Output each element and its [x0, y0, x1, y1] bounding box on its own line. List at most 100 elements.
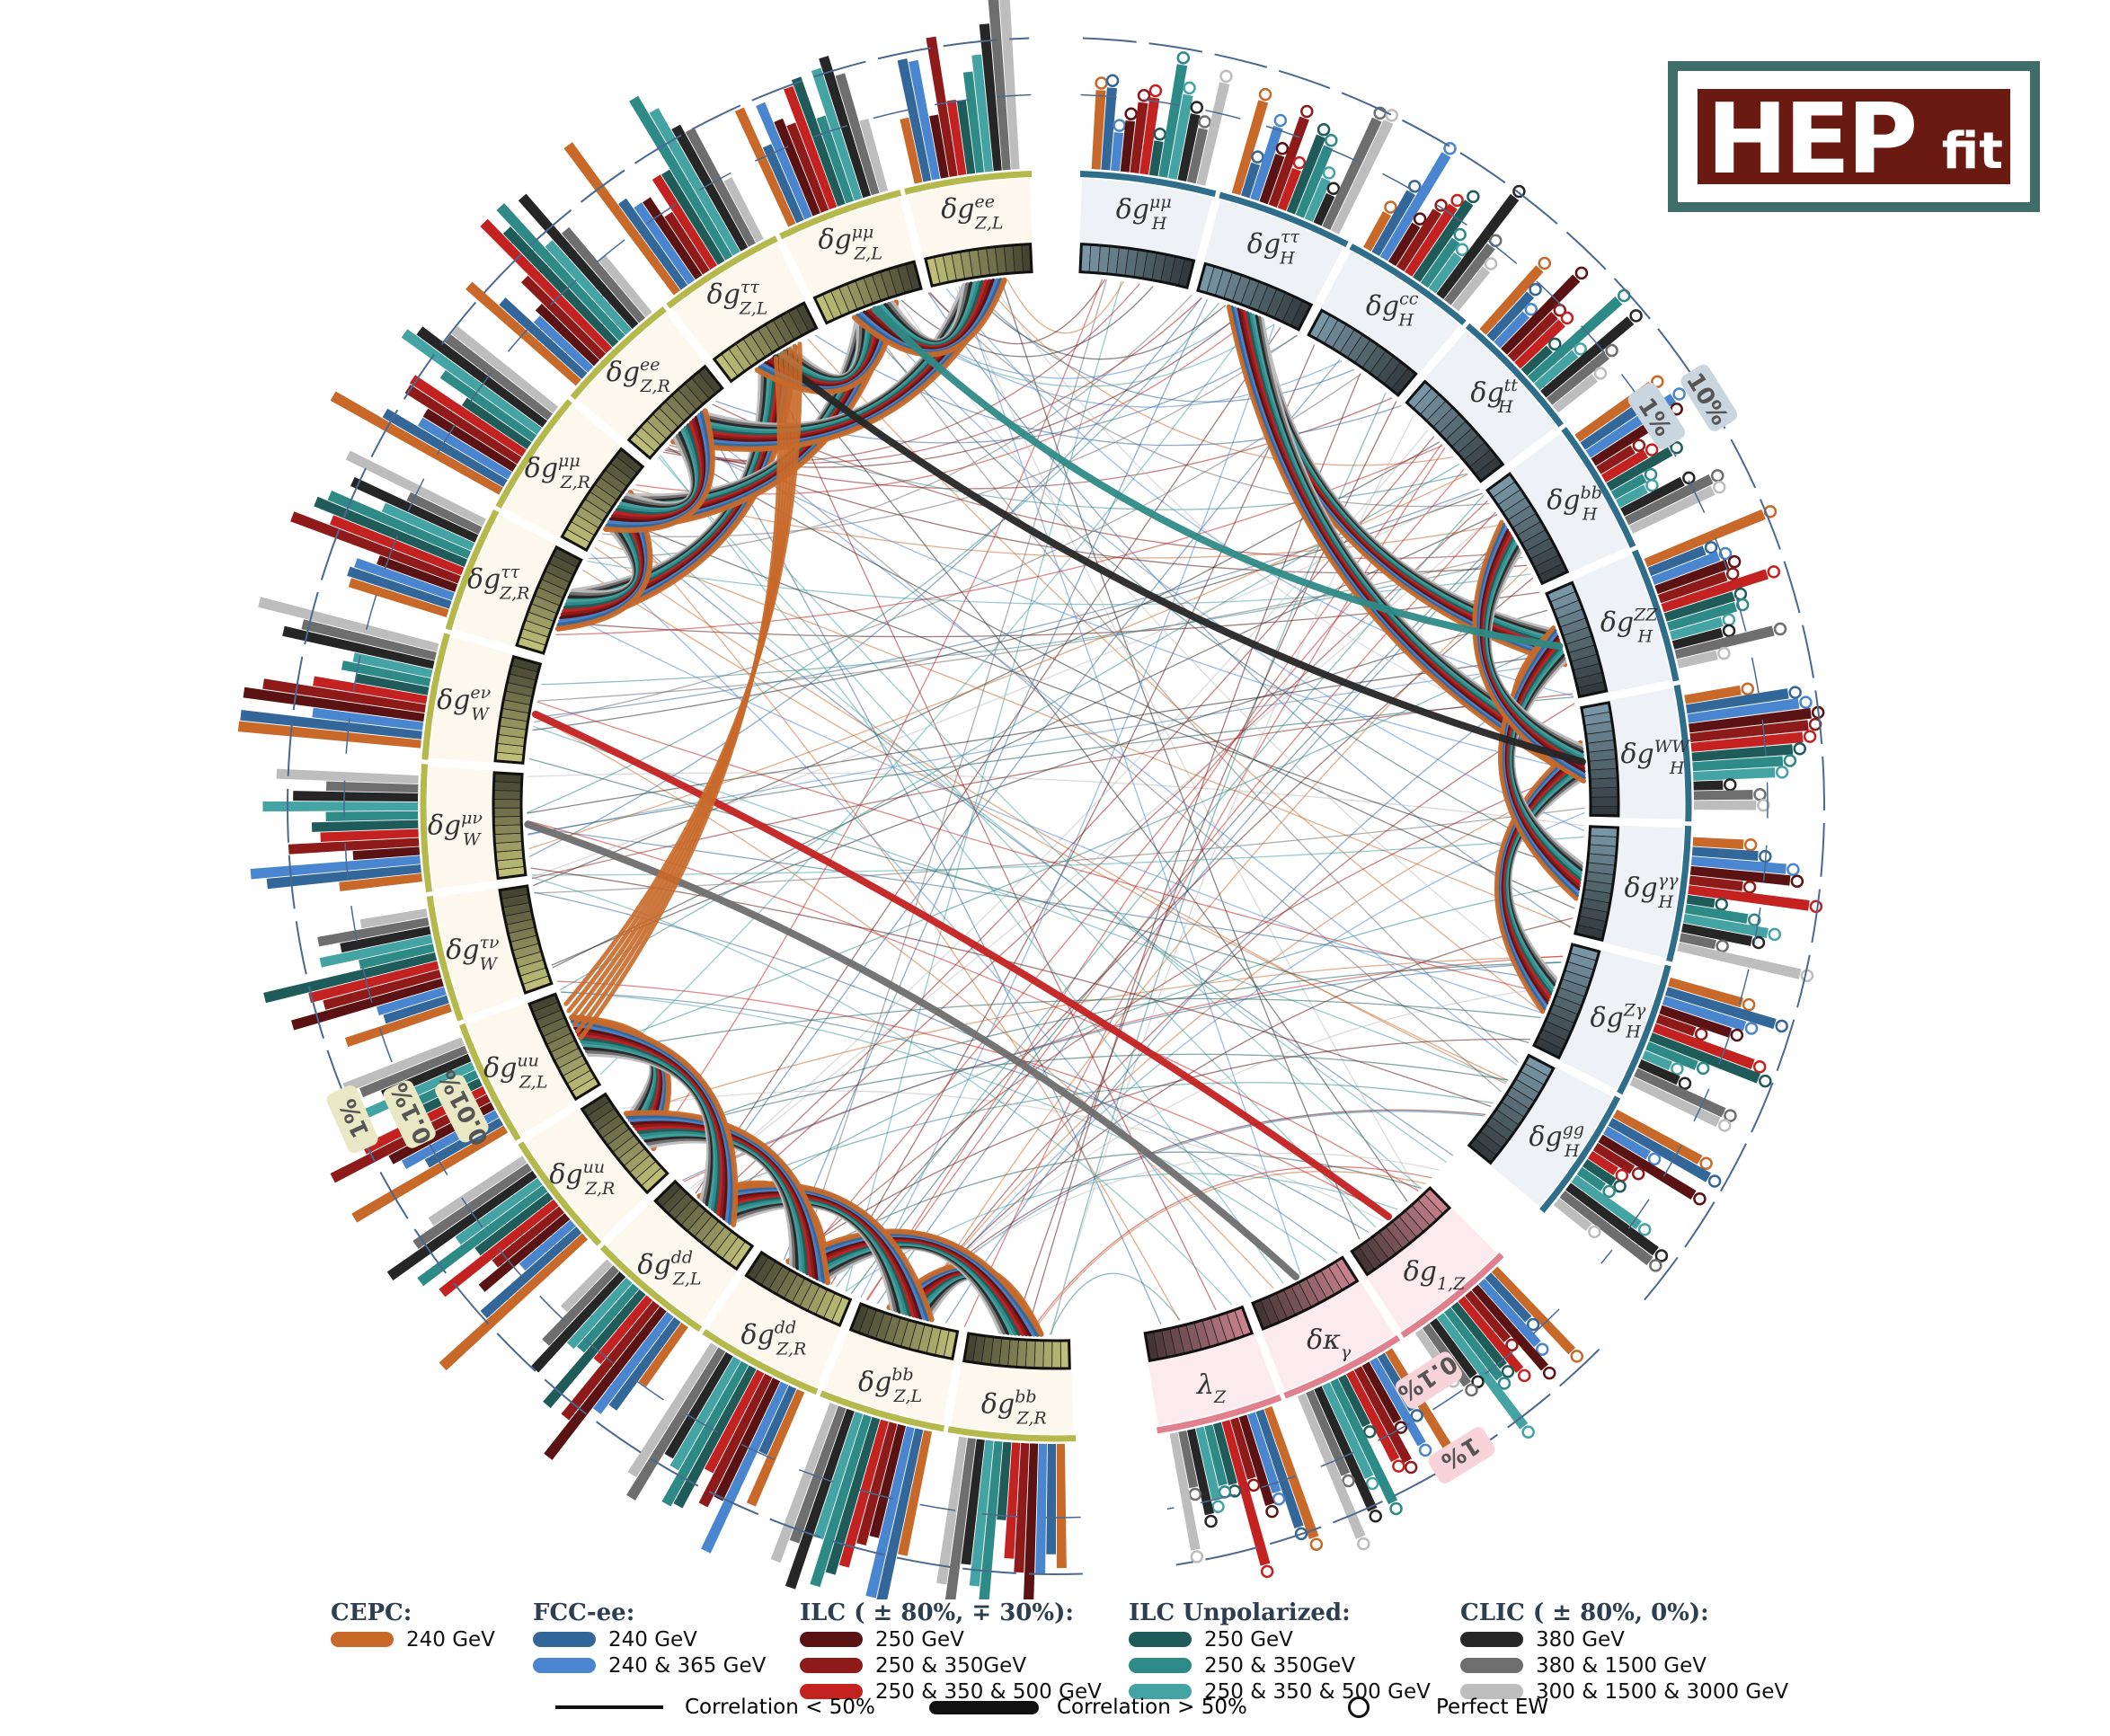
- perfect-ew-marker: [1790, 874, 1804, 889]
- chord: [528, 757, 1529, 1044]
- chord: [590, 554, 1252, 1298]
- chord: [862, 314, 1519, 1063]
- coefficient-box-frame: [1196, 261, 1314, 332]
- bar-higgs: [1479, 265, 1544, 335]
- chord: [910, 811, 1585, 1315]
- bar-ew: [979, 23, 1002, 172]
- coefficient-box: [492, 781, 522, 792]
- bar-tgc: [1195, 1426, 1221, 1501]
- chord: [530, 867, 1492, 1107]
- perfect-ew-marker: [1593, 367, 1608, 380]
- perfect-ew-marker: [1722, 624, 1736, 638]
- sector-label: δgμμ Z,L: [818, 222, 882, 263]
- sector-label: δgμμ Z,R: [525, 451, 590, 492]
- group-ring: [1561, 427, 1636, 548]
- chord: [623, 1110, 830, 1286]
- bar-tgc: [1247, 1412, 1281, 1494]
- bar-ew: [480, 218, 613, 354]
- perfect-ew-marker: [1362, 1425, 1377, 1439]
- perfect-ew-marker: [1538, 256, 1552, 270]
- percent-label-bg: [1627, 382, 1686, 449]
- bar-higgs: [1101, 87, 1117, 171]
- chord: [610, 520, 1453, 1156]
- coefficient-box: [1590, 786, 1619, 798]
- percent-label-bg: [1396, 1351, 1462, 1409]
- chord: [845, 280, 1122, 1292]
- chord: [569, 1014, 739, 1227]
- chord: [982, 281, 1454, 466]
- bar-ew: [598, 254, 652, 318]
- bar-ew: [359, 1045, 468, 1098]
- perfect-ew-marker: [1325, 133, 1338, 147]
- coefficient-box-frame: [493, 654, 543, 765]
- group-ring: [599, 1244, 703, 1333]
- bar-ew: [347, 566, 452, 609]
- perfect-ew-marker: [1741, 682, 1755, 696]
- legend-item: 250 & 350GeV: [1129, 1652, 1431, 1678]
- chord: [533, 374, 1361, 723]
- perfect-ew-marker: [1258, 87, 1272, 102]
- bar-tgc: [1178, 1430, 1199, 1489]
- perfect-ew-marker: [1529, 282, 1542, 297]
- bar-ew: [638, 1322, 688, 1387]
- group-ring: [1349, 244, 1467, 325]
- bar-ew: [428, 1156, 528, 1227]
- bar-higgs: [1653, 1023, 1755, 1069]
- perfect-ew-marker: [1773, 622, 1787, 636]
- sector-label: δgZZ H: [1600, 606, 1658, 647]
- bar-ew: [352, 652, 433, 678]
- perfect-ew-marker: [1647, 1152, 1662, 1166]
- legend-item: 250 & 350 & 500 GeV: [800, 1678, 1102, 1705]
- perfect-ew-marker: [1524, 303, 1538, 316]
- bar-tgc: [1443, 1306, 1504, 1381]
- perfect-ew-marker: [1743, 837, 1758, 852]
- legend-label: 240 & 365 GeV: [608, 1653, 767, 1678]
- bar-ew: [618, 198, 688, 290]
- chord: [698, 359, 1341, 1197]
- thick-line-swatch: [929, 1700, 1039, 1714]
- group-ring: [1079, 171, 1217, 198]
- sector-label: δgγγ H: [1624, 871, 1679, 912]
- perfect-ew-marker: [1788, 686, 1802, 699]
- chord: [556, 980, 1390, 1217]
- perfect-ew-marker: [1124, 107, 1138, 120]
- perfect-ew-marker: [1521, 1425, 1535, 1439]
- group-ring: [421, 633, 450, 760]
- coefficient-box-frame: [528, 992, 602, 1102]
- bar-ew: [897, 58, 932, 182]
- bar-ew: [376, 987, 447, 1016]
- bar-ew: [348, 578, 449, 618]
- perfect-ew-marker: [1615, 1168, 1629, 1182]
- coefficient-box: [492, 824, 523, 836]
- perfect-ew-marker: [1547, 337, 1562, 351]
- bar-ew: [258, 597, 439, 652]
- bar-higgs: [1571, 1174, 1642, 1230]
- bar-higgs: [1250, 125, 1283, 201]
- bar-ew: [351, 1125, 509, 1223]
- bar-ew: [661, 1360, 749, 1507]
- hepfit-logo: HEP fit: [1668, 61, 2040, 212]
- group-ring: [518, 1141, 602, 1246]
- bar-ew: [669, 1356, 741, 1471]
- perfect-ew-marker: [1553, 304, 1567, 317]
- chord: [855, 316, 1582, 866]
- group-ring: [1465, 323, 1565, 428]
- group-ring: [1617, 964, 1671, 1095]
- perfect-ew-marker: [1384, 200, 1397, 214]
- bar-ew: [652, 174, 718, 270]
- bar-higgs: [1685, 688, 1789, 714]
- bar-ew: [412, 1163, 532, 1250]
- percent-label-bg: [1680, 364, 1738, 431]
- legend-label: 250 & 350 & 500 GeV: [1204, 1679, 1431, 1704]
- legend-corr-low: Correlation < 50%: [555, 1696, 875, 1719]
- sector-label: δgdd Z,L: [637, 1247, 701, 1289]
- perfect-ew-marker: [1704, 541, 1718, 554]
- group-ring: [947, 1426, 1077, 1442]
- bar-higgs: [1494, 311, 1530, 349]
- bar-ew: [531, 1271, 626, 1373]
- perfect-ew-marker: [1526, 1317, 1540, 1332]
- perfect-ew-marker: [1654, 1249, 1669, 1262]
- perfect-ew-marker: [1751, 935, 1766, 950]
- bar-ew: [383, 995, 449, 1024]
- group-ring: [459, 1023, 521, 1141]
